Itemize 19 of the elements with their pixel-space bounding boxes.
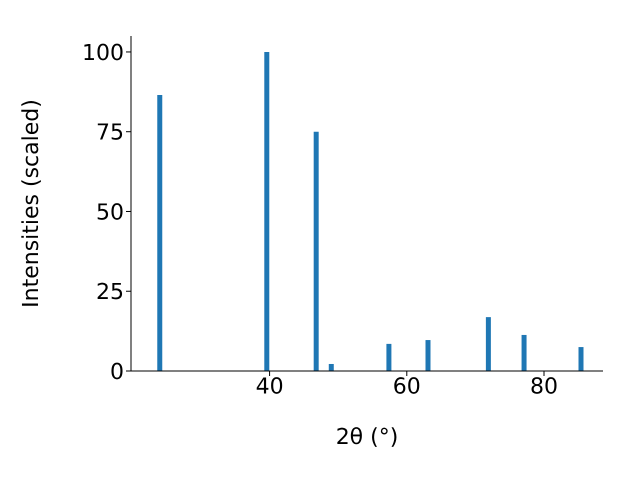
x-axis-title: 2θ (°) [336, 425, 398, 450]
bar [386, 344, 392, 371]
x-tick-label: 80 [530, 374, 558, 400]
bar [522, 334, 527, 371]
bar [486, 317, 491, 371]
bar [314, 132, 319, 371]
y-tick-label: 0 [110, 360, 124, 385]
x-tick-label: 60 [392, 374, 421, 400]
y-tick-label: 50 [96, 200, 124, 226]
y-axis-title: Intensities (scaled) [18, 99, 44, 308]
bar [578, 347, 584, 371]
y-tick-label: 75 [96, 120, 124, 146]
y-tick-label: 100 [82, 40, 124, 66]
bar [264, 52, 270, 371]
bar [328, 364, 334, 371]
y-tick-label: 25 [96, 280, 124, 306]
x-tick-label: 40 [256, 374, 284, 400]
bar [157, 95, 162, 371]
bar [426, 340, 431, 371]
